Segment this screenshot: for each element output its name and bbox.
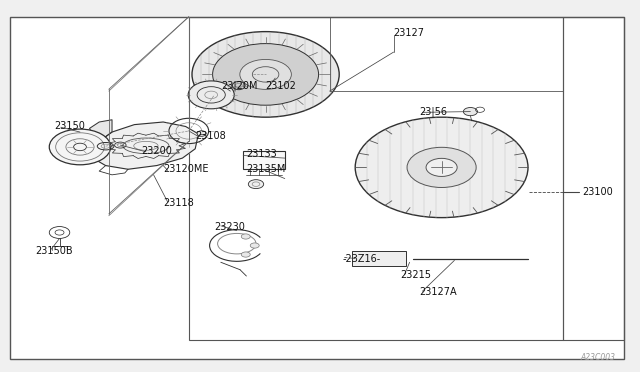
Text: 23230: 23230: [214, 222, 245, 232]
Text: 23120ME: 23120ME: [163, 164, 209, 174]
Polygon shape: [90, 120, 112, 141]
Circle shape: [241, 252, 250, 257]
Circle shape: [212, 44, 319, 105]
Bar: [352, 251, 406, 266]
Circle shape: [407, 147, 476, 187]
Text: 23215: 23215: [400, 270, 431, 280]
Circle shape: [240, 60, 291, 89]
Text: 23150: 23150: [54, 122, 85, 131]
Text: A23C003: A23C003: [580, 353, 616, 362]
Text: 23108: 23108: [195, 131, 226, 141]
Text: 23100: 23100: [582, 187, 613, 196]
Text: 23118: 23118: [163, 198, 194, 208]
Bar: [563, 17, 624, 340]
Text: 23200: 23200: [141, 146, 172, 155]
Text: 23127A: 23127A: [419, 287, 457, 297]
Ellipse shape: [188, 81, 234, 109]
Text: 23|56: 23|56: [419, 106, 447, 117]
Circle shape: [192, 32, 339, 117]
Polygon shape: [93, 122, 198, 169]
Circle shape: [241, 234, 250, 239]
Text: -23Z16-: -23Z16-: [342, 254, 381, 263]
Circle shape: [426, 158, 457, 176]
Text: 23|20M: 23|20M: [221, 80, 257, 91]
Circle shape: [463, 108, 477, 116]
Circle shape: [355, 117, 528, 218]
Text: 23102: 23102: [266, 81, 296, 90]
Bar: [243, 151, 285, 169]
Text: 23150B: 23150B: [35, 246, 73, 256]
Text: 23135M: 23135M: [246, 164, 286, 174]
Text: 23127: 23127: [394, 29, 424, 38]
Circle shape: [250, 243, 259, 248]
Ellipse shape: [197, 131, 206, 137]
Bar: [189, 17, 563, 340]
Circle shape: [248, 180, 264, 189]
Circle shape: [49, 129, 111, 165]
Text: 23133: 23133: [246, 150, 277, 159]
